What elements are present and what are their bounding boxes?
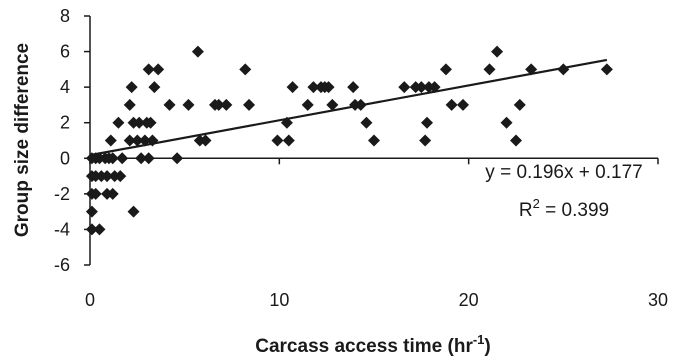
data-point: [125, 81, 138, 94]
data-points: [85, 45, 613, 236]
data-point: [182, 98, 195, 111]
data-point: [152, 63, 165, 76]
data-point: [368, 134, 380, 147]
data-point: [445, 98, 458, 111]
data-point: [89, 187, 102, 200]
data-point: [557, 63, 570, 76]
data-point: [239, 63, 252, 76]
data-point: [148, 81, 161, 94]
data-point: [419, 134, 432, 147]
y-tick-label: 6: [60, 42, 70, 62]
x-ticks: 0 10 20 30: [85, 158, 668, 310]
data-point: [243, 98, 256, 111]
data-point: [101, 170, 114, 183]
y-tick-label: 4: [60, 77, 70, 97]
data-point: [286, 81, 299, 94]
data-point: [513, 98, 526, 111]
data-point: [142, 63, 155, 76]
r-squared-label: R2 = 0.399: [519, 196, 609, 221]
r-squared-superscript: 2: [533, 196, 540, 211]
data-point: [104, 134, 117, 147]
data-point: [123, 98, 136, 111]
data-point: [144, 116, 157, 129]
y-tick-label: 0: [60, 148, 70, 168]
data-point: [510, 134, 522, 147]
y-ticks: -6 -4 -2 0 2 4 6 8: [54, 6, 90, 275]
data-point: [116, 152, 129, 165]
data-point: [271, 134, 284, 147]
trendline: [89, 58, 608, 157]
data-point: [93, 223, 106, 236]
data-point: [347, 81, 360, 94]
data-point: [326, 98, 339, 111]
data-point: [398, 81, 411, 94]
x-tick-label: 0: [85, 290, 95, 310]
data-point: [191, 45, 204, 58]
data-point: [131, 134, 144, 147]
x-axis-title-superscript: -1: [473, 332, 485, 347]
data-point: [307, 81, 320, 94]
r-squared-prefix: R: [519, 200, 533, 221]
data-point: [85, 223, 98, 236]
y-tick-label: 8: [60, 6, 70, 26]
data-point: [500, 116, 513, 129]
data-point: [85, 205, 98, 218]
data-point: [415, 81, 428, 94]
data-point: [360, 116, 373, 129]
data-point: [114, 170, 127, 183]
r-squared-value: = 0.399: [540, 200, 609, 221]
regression-equation: y = 0.196x + 0.177: [485, 162, 642, 183]
y-axis-title: Group size difference: [12, 43, 33, 237]
x-tick-label: 30: [648, 290, 668, 310]
data-point: [112, 116, 125, 129]
data-point: [127, 205, 140, 218]
data-point: [106, 187, 119, 200]
x-tick-label: 10: [269, 290, 289, 310]
y-tick-label: 2: [60, 113, 70, 133]
data-point: [220, 98, 233, 111]
data-point: [456, 98, 469, 111]
data-point: [133, 116, 146, 129]
data-point: [439, 63, 452, 76]
data-point: [322, 81, 335, 94]
data-point: [301, 98, 314, 111]
data-point: [135, 152, 148, 165]
data-point: [163, 98, 176, 111]
data-point: [106, 152, 119, 165]
data-point: [171, 152, 184, 165]
data-point: [282, 134, 295, 147]
y-tick-label: -4: [54, 219, 70, 239]
data-point: [491, 45, 504, 58]
data-point: [421, 116, 434, 129]
x-axis-title: Carcass access time (hr-1): [255, 332, 490, 357]
axes: [89, 16, 658, 265]
x-axis-title-text: Carcass access time (hr: [255, 336, 473, 357]
y-tick-label: -2: [54, 184, 70, 204]
x-tick-label: 20: [459, 290, 479, 310]
data-point: [199, 134, 212, 147]
data-point: [142, 152, 155, 165]
data-point: [600, 63, 613, 76]
data-point: [123, 134, 136, 147]
trendline-group: [89, 58, 608, 157]
data-point: [483, 63, 496, 76]
x-axis-title-close: ): [484, 336, 490, 357]
y-tick-label: -6: [54, 255, 70, 275]
data-point: [212, 98, 225, 111]
